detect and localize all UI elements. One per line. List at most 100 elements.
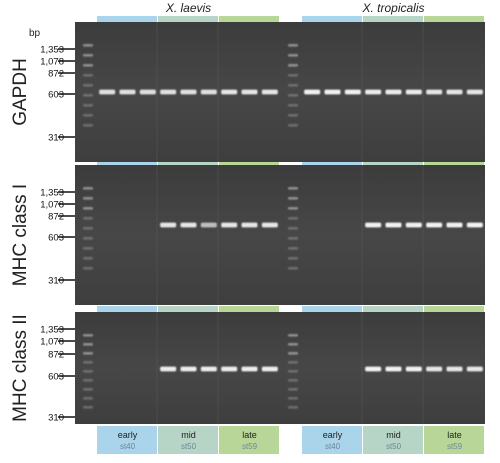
gel-panel-2 <box>75 312 485 424</box>
ladder-band <box>83 74 93 77</box>
band-tropicalis-8 <box>446 89 463 95</box>
band-laevis-8 <box>241 222 258 228</box>
ladder-band <box>288 334 298 337</box>
stage-box-tropicalis-mid <box>363 426 423 454</box>
band-tropicalis-9 <box>466 89 483 95</box>
band-tropicalis-8 <box>446 222 463 228</box>
ladder-band <box>288 361 298 364</box>
stage-name-tropicalis-mid: mid <box>386 430 401 440</box>
ladder-band <box>83 54 93 57</box>
ladder-band <box>83 388 93 391</box>
band-tropicalis-5 <box>385 222 402 228</box>
marker-label-4: 310 <box>48 412 64 423</box>
band-laevis-9 <box>261 366 278 372</box>
band-laevis-9 <box>261 222 278 228</box>
ladder-band <box>288 352 298 355</box>
band-laevis-4 <box>160 89 177 95</box>
unit-label: bp <box>29 28 41 39</box>
band-tropicalis-6 <box>405 366 422 372</box>
ladder-band <box>83 370 93 373</box>
marker-label-0: 1,353 <box>40 187 64 198</box>
ladder-band <box>288 64 298 67</box>
band-tropicalis-6 <box>405 222 422 228</box>
band-laevis-9 <box>261 89 278 95</box>
marker-label-3: 603 <box>48 232 64 243</box>
stage-strip-tropicalis-mid-2 <box>363 306 423 312</box>
marker-label-3: 603 <box>48 89 64 100</box>
marker-label-2: 872 <box>48 68 64 79</box>
band-laevis-6 <box>200 366 217 372</box>
stage-strip-laevis-mid-0 <box>158 16 218 25</box>
stage-sub-laevis-mid: st50 <box>181 442 197 451</box>
band-laevis-6 <box>200 222 217 228</box>
band-tropicalis-7 <box>426 366 443 372</box>
ladder-band <box>83 379 93 382</box>
ladder-band <box>288 247 298 250</box>
gel-panel-1 <box>75 165 485 305</box>
ladder-band <box>288 237 298 240</box>
stage-strip-laevis-mid-2 <box>158 306 218 312</box>
marker-label-2: 872 <box>48 349 64 360</box>
marker-label-4: 310 <box>48 275 64 286</box>
stage-sub-laevis-late: st59 <box>242 442 258 451</box>
marker-label-3: 603 <box>48 371 64 382</box>
ladder-band <box>83 217 93 220</box>
stage-strip-tropicalis-late-0 <box>424 16 484 25</box>
ladder-band <box>288 379 298 382</box>
ladder-band <box>83 267 93 270</box>
band-laevis-4 <box>160 366 177 372</box>
stage-strip-laevis-late-2 <box>219 306 279 312</box>
band-tropicalis-6 <box>405 89 422 95</box>
band-tropicalis-9 <box>466 366 483 372</box>
band-tropicalis-8 <box>446 366 463 372</box>
band-laevis-7 <box>221 89 238 95</box>
ladder-band <box>288 257 298 260</box>
band-laevis-4 <box>160 222 177 228</box>
gel-panel-0 <box>75 22 485 162</box>
stage-name-tropicalis-early: early <box>323 430 343 440</box>
stage-sub-tropicalis-early: st40 <box>325 442 341 451</box>
band-tropicalis-4 <box>365 366 382 372</box>
ladder-band <box>83 406 93 409</box>
band-laevis-7 <box>221 366 238 372</box>
stage-name-laevis-early: early <box>118 430 138 440</box>
ladder-band <box>288 74 298 77</box>
ladder-band <box>288 207 298 210</box>
ladder-band <box>83 124 93 127</box>
band-tropicalis-1 <box>304 89 321 95</box>
marker-label-0: 1,353 <box>40 44 64 55</box>
ladder-band <box>83 104 93 107</box>
stage-strip-tropicalis-early-0 <box>302 16 362 25</box>
ladder-band <box>83 44 93 47</box>
marker-label-2: 872 <box>48 211 64 222</box>
band-laevis-6 <box>200 89 217 95</box>
band-tropicalis-7 <box>426 222 443 228</box>
stage-sub-tropicalis-late: st59 <box>447 442 463 451</box>
ladder-band <box>288 343 298 346</box>
band-laevis-7 <box>221 222 238 228</box>
ladder-band <box>83 397 93 400</box>
ladder-band <box>83 94 93 97</box>
ladder-band <box>288 54 298 57</box>
stage-strip-laevis-late-0 <box>219 16 279 25</box>
ladder-band <box>288 44 298 47</box>
ladder-band <box>288 124 298 127</box>
ladder-band <box>288 94 298 97</box>
ladder-band <box>83 227 93 230</box>
band-tropicalis-4 <box>365 89 382 95</box>
stage-strip-tropicalis-mid-0 <box>363 16 423 25</box>
stage-strip-tropicalis-late-2 <box>424 306 484 312</box>
band-tropicalis-7 <box>426 89 443 95</box>
band-tropicalis-4 <box>365 222 382 228</box>
ladder-band <box>288 187 298 190</box>
ladder-band <box>288 84 298 87</box>
ladder-band <box>83 247 93 250</box>
ladder-band <box>288 406 298 409</box>
band-laevis-5 <box>180 89 197 95</box>
ladder-band <box>288 114 298 117</box>
stage-sub-tropicalis-mid: st50 <box>386 442 402 451</box>
stage-name-laevis-mid: mid <box>181 430 196 440</box>
ladder-band <box>288 227 298 230</box>
